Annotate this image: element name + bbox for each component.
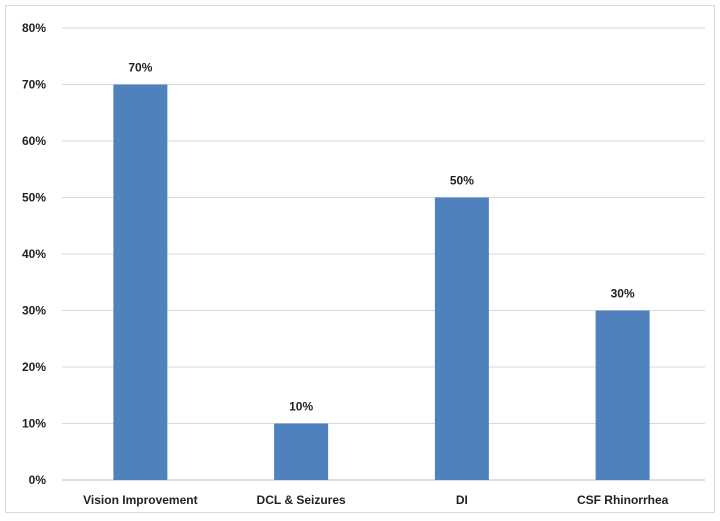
- bar: [595, 310, 650, 480]
- y-tick-label: 0%: [29, 473, 47, 487]
- y-tick-label: 20%: [22, 360, 46, 374]
- y-tick-label: 10%: [22, 417, 46, 431]
- category-label: DI: [456, 493, 468, 507]
- bars: [113, 84, 650, 480]
- y-tick-label: 80%: [22, 21, 46, 35]
- data-labels: 70% 10% 50% 30%: [128, 61, 635, 414]
- y-axis-tick-labels: 0% 10% 20% 30% 40% 50% 60% 70% 80%: [22, 21, 46, 487]
- category-label: CSF Rhinorrhea: [577, 493, 669, 507]
- y-tick-label: 50%: [22, 191, 46, 205]
- y-tick-label: 30%: [22, 304, 46, 318]
- bar: [274, 423, 329, 480]
- data-label: 50%: [450, 174, 474, 188]
- y-tick-label: 40%: [22, 247, 46, 261]
- data-label: 70%: [128, 61, 152, 75]
- y-tick-label: 60%: [22, 134, 46, 148]
- category-label: DCL & Seizures: [257, 493, 346, 507]
- x-axis-category-labels: Vision Improvement DCL & Seizures DI CSF Rh…: [83, 493, 668, 507]
- bar: [434, 197, 489, 480]
- bar: [113, 84, 168, 480]
- category-label: Vision Improvement: [83, 493, 197, 507]
- y-tick-label: 70%: [22, 78, 46, 92]
- data-label: 30%: [611, 287, 635, 301]
- data-label: 10%: [289, 400, 313, 414]
